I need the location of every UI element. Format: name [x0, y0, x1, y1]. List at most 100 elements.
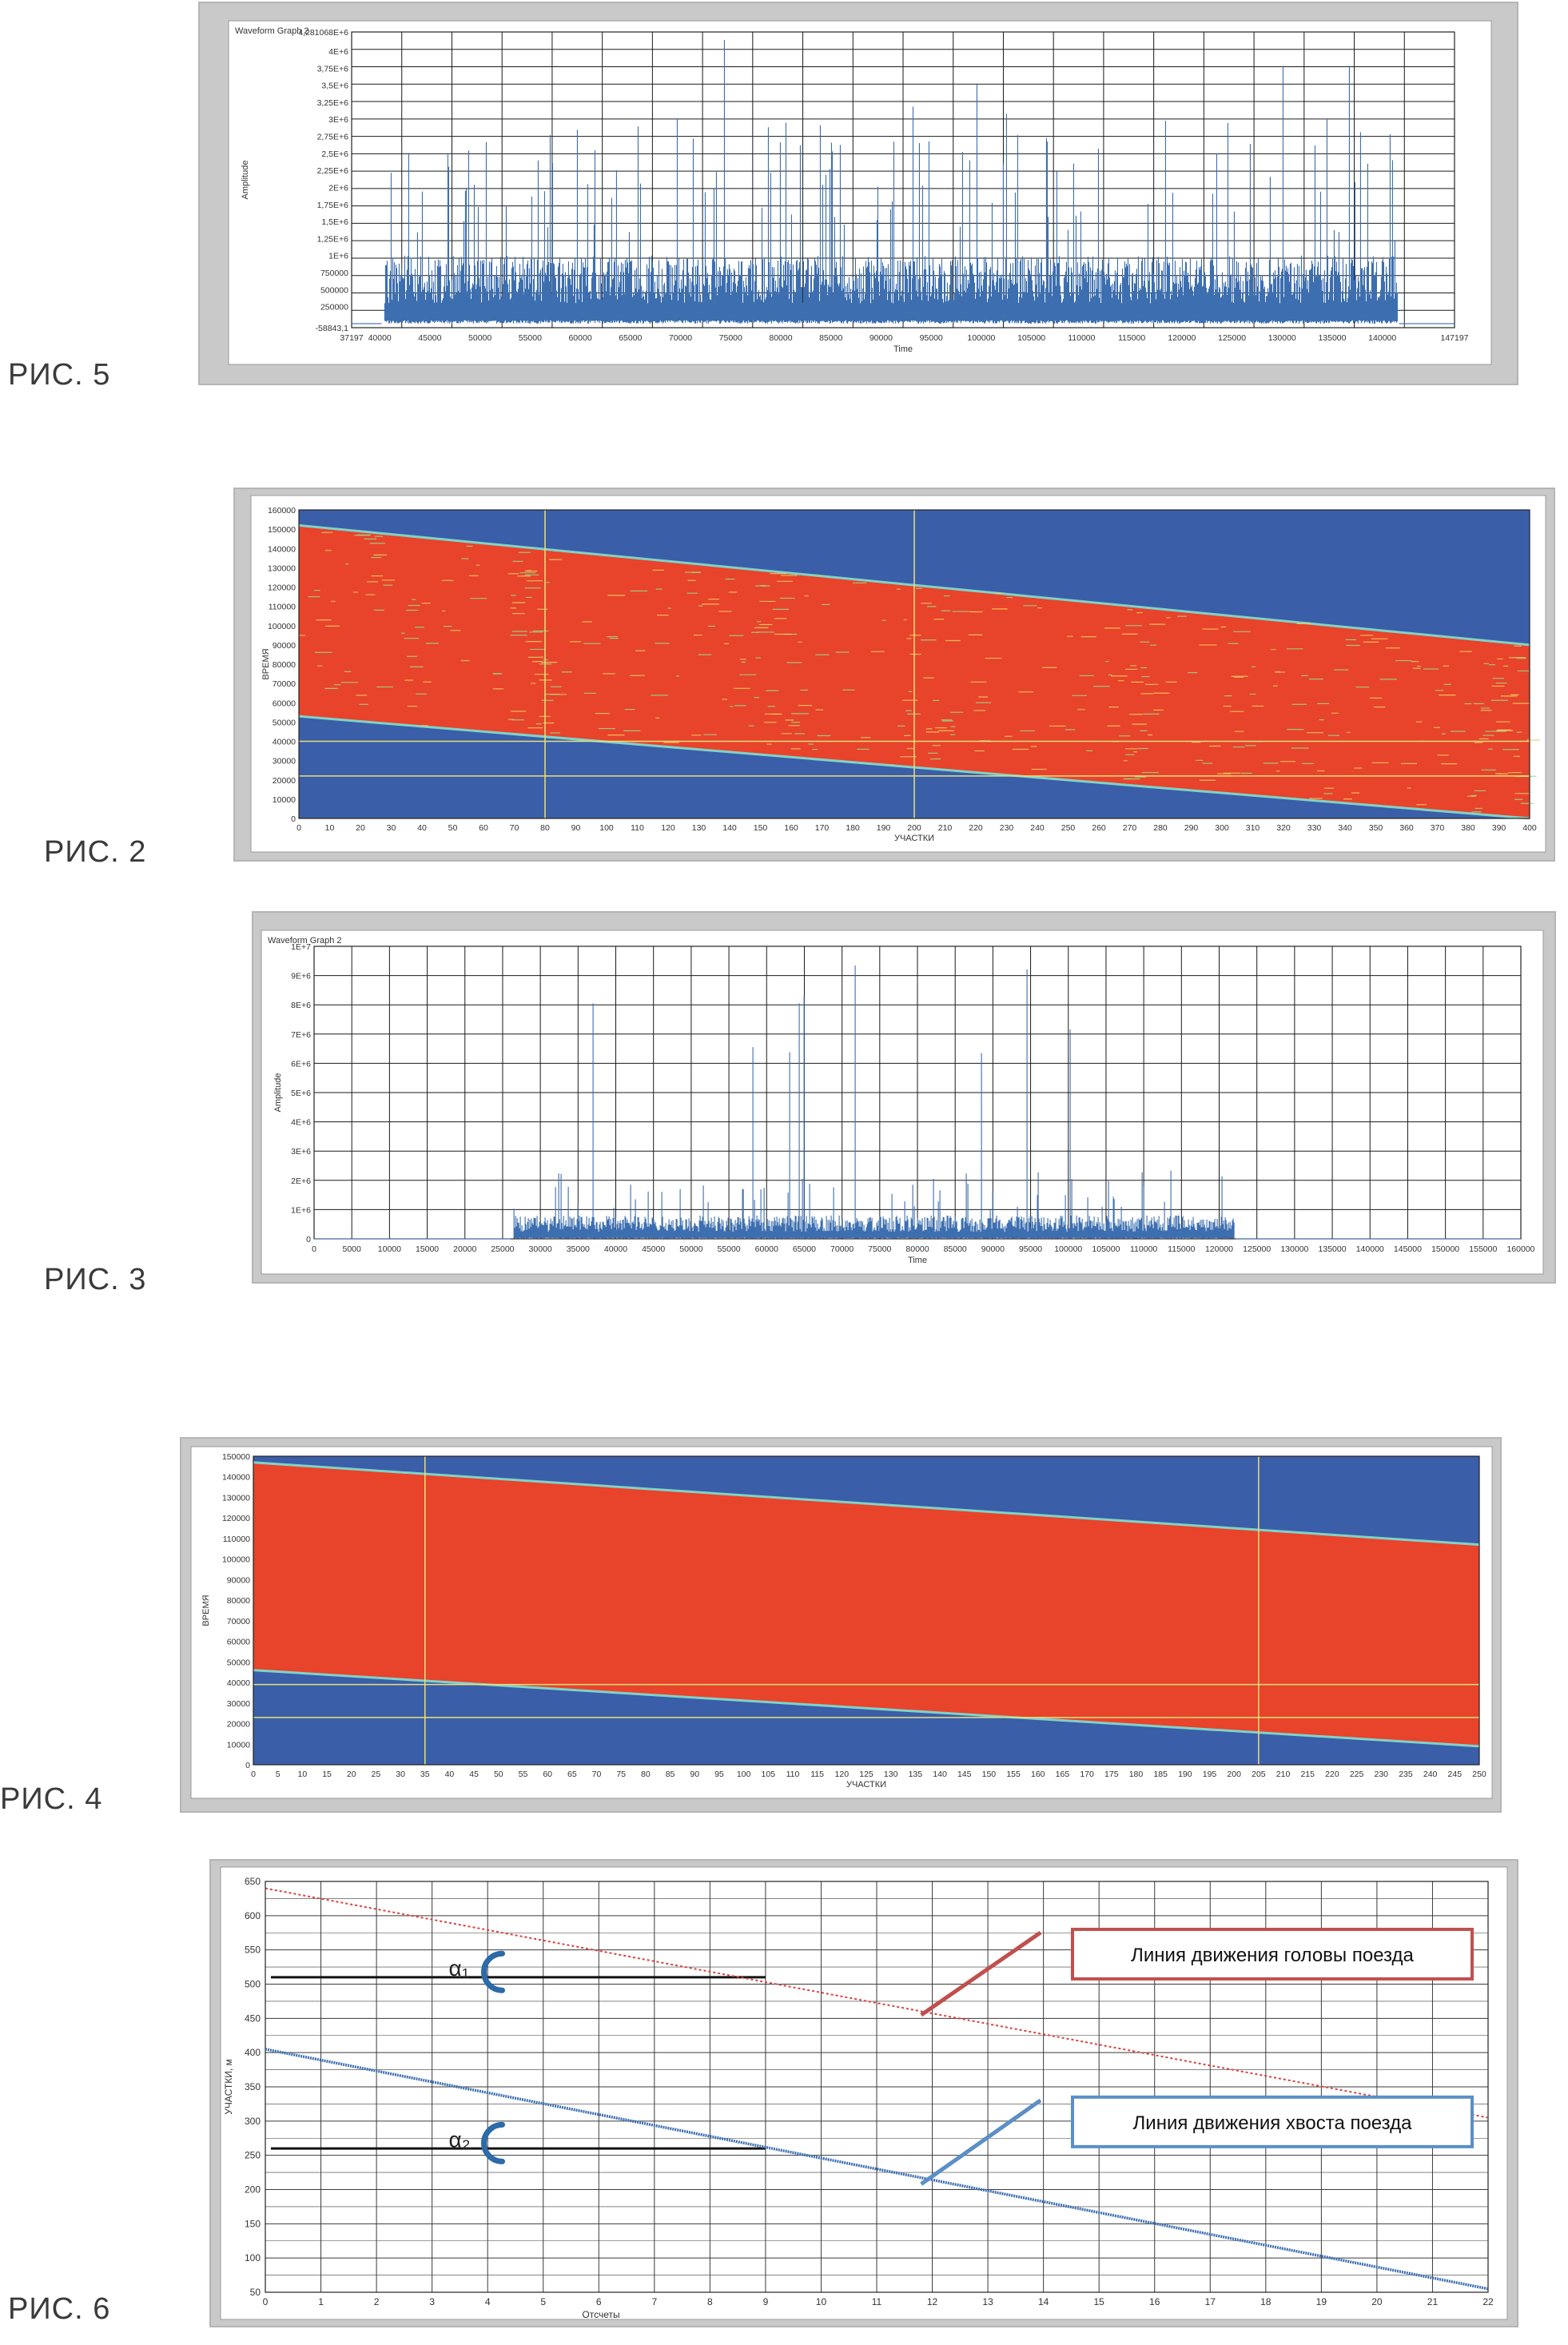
y-tick-label: 7E+6: [291, 1030, 311, 1040]
fig6-label: РИС. 6: [8, 2292, 111, 2326]
x-tick-label: 225: [1350, 1770, 1364, 1779]
x-tick-label: 80: [641, 1770, 651, 1779]
x-tick-label: 40000: [604, 1244, 627, 1254]
y-tick-label: 2E+6: [291, 1176, 311, 1186]
band-bottom-edge: [253, 1669, 1480, 1748]
y-tick-label: -58843,1: [316, 324, 349, 333]
y-tick-label: 2E+6: [328, 183, 348, 193]
x-tick-label: 230: [1375, 1770, 1389, 1779]
x-tick-label: 235: [1399, 1770, 1413, 1779]
x-tick-label: 75000: [719, 333, 742, 343]
x-tick-label: 12: [927, 2296, 938, 2307]
x-tick-label: 75: [616, 1770, 626, 1779]
x-tick-label: 20: [1371, 2296, 1383, 2307]
x-tick-label: 17: [1205, 2296, 1216, 2307]
y-tick-label: 100000: [268, 622, 296, 631]
x-tick-label: 50: [448, 823, 458, 833]
y-tick-label: 50: [250, 2287, 261, 2298]
head-line-series: [265, 1887, 1489, 2119]
x-axis-label: Time: [908, 1256, 927, 1265]
x-tick-label: 60: [543, 1770, 552, 1779]
plot-border: [298, 509, 1530, 819]
x-tick-label: 80: [540, 823, 550, 833]
fig4-panel: 0 5 10 15 20 25 30 35 40 45 50 55 60 65 70 75 80 85 90 95 10…: [180, 1437, 1502, 1813]
x-tick-label: 70000: [830, 1244, 854, 1254]
x-tick-label: 70000: [669, 333, 692, 343]
fig6-panel: α₁ α₂ Линия движения головы поезда Линия дв…: [209, 1859, 1518, 2327]
y-axis-label: ВРЕМЯ: [201, 1595, 211, 1626]
x-tick-label: 19: [1316, 2296, 1327, 2307]
x-tick-label: 140: [933, 1770, 947, 1779]
band-top-edge: [253, 1461, 1480, 1547]
x-tick-label: 20: [356, 823, 365, 833]
y-tick-label: 1E+7: [291, 942, 311, 952]
y-tick-label: 2,5E+6: [321, 149, 348, 159]
y-tick-label: 40000: [273, 738, 296, 747]
x-tick-label: 125000: [1218, 333, 1246, 343]
x-axis-label: Time: [893, 344, 913, 354]
x-tick-label: 30000: [529, 1244, 552, 1254]
y-tick-label: 750000: [320, 269, 348, 278]
x-tick-label: 65: [567, 1770, 577, 1779]
x-tick-label: 18: [1260, 2296, 1272, 2307]
x-tick-label: 115000: [1118, 333, 1145, 343]
y-tick-label: 350: [245, 2081, 261, 2092]
x-tick-label: 100000: [967, 333, 995, 343]
x-tick-label: 145000: [1394, 1244, 1422, 1254]
y-tick-label: 130000: [222, 1493, 250, 1503]
x-tick-label: 2: [374, 2296, 380, 2307]
x-tick-label: 35: [420, 1770, 430, 1779]
x-axis-label: УЧАСТКИ: [894, 834, 934, 843]
y-tick-label: 4E+6: [328, 47, 348, 57]
x-tick-label: 110: [631, 823, 644, 833]
y-tick-label: 80000: [227, 1596, 250, 1606]
x-tick-label: 370: [1431, 823, 1445, 833]
x-tick-label: 90: [571, 823, 581, 833]
y-tick-label: 120000: [268, 583, 296, 593]
x-tick-label: 50000: [679, 1244, 702, 1254]
y-tick-label: 5E+6: [291, 1089, 311, 1098]
y-tick-label: 300: [245, 2116, 261, 2127]
y-tick-label: 4,281068E+6: [298, 28, 348, 38]
x-tick-label: 37197: [340, 333, 363, 343]
x-tick-label: 45000: [642, 1244, 665, 1254]
y-tick-label: 90000: [227, 1575, 250, 1585]
y-tick-label: 650: [245, 1876, 261, 1887]
y-tick-label: 1E+6: [328, 252, 348, 261]
x-tick-label: 130000: [1280, 1244, 1308, 1254]
x-tick-label: 380: [1461, 823, 1475, 833]
y-tick-label: 150000: [268, 525, 296, 535]
x-tick-label: 8: [707, 2296, 713, 2307]
y-tick-label: 40000: [227, 1678, 250, 1688]
x-tick-label: 195: [1203, 1770, 1217, 1779]
x-tick-label: 100000: [1054, 1244, 1082, 1254]
x-tick-label: 120000: [1205, 1244, 1233, 1254]
x-tick-label: 180: [846, 823, 860, 833]
y-tick-label: 3E+6: [291, 1147, 311, 1157]
legend-entry: Линия движения головы поезда: [1131, 1945, 1414, 1966]
y-tick-label: 200: [245, 2184, 261, 2196]
x-tick-label: 20: [347, 1770, 356, 1779]
x-tick-label: 140000: [1368, 333, 1396, 343]
waveform-series: [314, 965, 1521, 1240]
angle-arc: [481, 2121, 505, 2164]
x-tick-label: 40: [417, 823, 427, 833]
x-tick-label: 320: [1276, 823, 1291, 833]
x-axis-label: Отсчеты: [582, 2309, 619, 2320]
x-tick-label: 5000: [343, 1244, 362, 1254]
x-tick-label: 10: [816, 2296, 827, 2307]
y-tick-label: 120000: [222, 1514, 250, 1523]
x-tick-label: 150000: [1431, 1244, 1459, 1254]
y-axis-label: УЧАСТКИ, м: [223, 2059, 234, 2115]
x-tick-label: 160: [1031, 1770, 1045, 1779]
x-tick-label: 390: [1492, 823, 1506, 833]
x-tick-label: 30: [396, 1770, 405, 1779]
x-tick-label: 60000: [568, 333, 591, 343]
y-tick-label: 3,25E+6: [317, 98, 349, 108]
x-tick-label: 25000: [491, 1244, 514, 1254]
chart-title: Waveform Graph 2: [235, 26, 309, 36]
x-tick-label: 0: [296, 823, 301, 833]
x-tick-label: 350: [1369, 823, 1383, 833]
x-tick-label: 14: [1038, 2296, 1049, 2307]
y-tick-label: 100000: [222, 1555, 250, 1565]
